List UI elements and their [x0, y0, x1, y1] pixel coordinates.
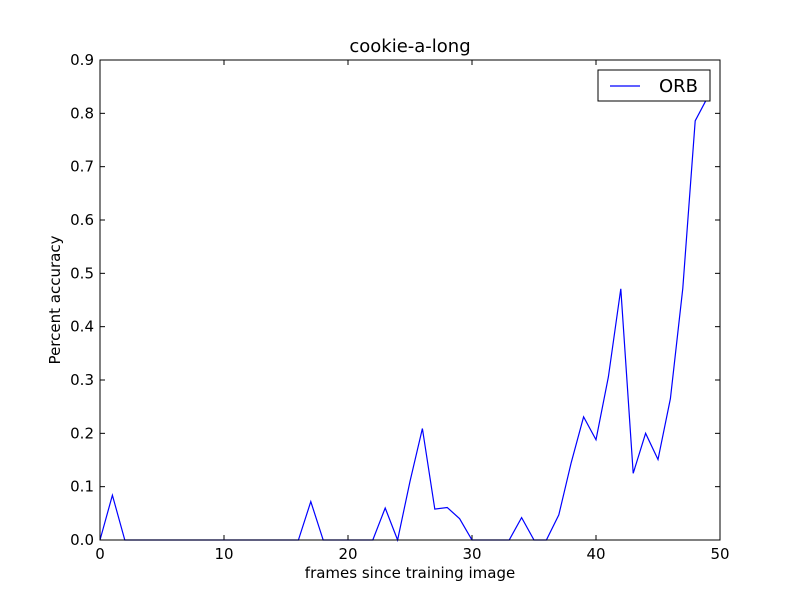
axis-ticks: 0 10 20 30 40 50 0.0 0.1 0.2 0.3 0.4 0.5 0.6 0.7 0.8 0.… — [70, 51, 729, 563]
y-tick-label: 0.7 — [70, 158, 94, 176]
legend-label-orb: ORB — [659, 76, 698, 97]
y-tick-label: 0.8 — [70, 104, 94, 122]
x-tick-label: 40 — [586, 545, 605, 563]
x-tick-label: 0 — [95, 545, 105, 563]
plot-area — [100, 60, 720, 540]
y-tick-label: 0.9 — [70, 51, 94, 69]
y-axis-title: Percent accuracy — [46, 235, 64, 364]
y-tick-label: 0.3 — [70, 371, 94, 389]
y-tick-label: 0.6 — [70, 211, 94, 229]
x-tick-label: 10 — [214, 545, 233, 563]
plot-frame — [99, 59, 721, 541]
y-tick-label: 0.1 — [70, 478, 94, 496]
y-tick-label: 0.5 — [70, 264, 94, 282]
plot-background — [100, 60, 720, 540]
x-tick-label: 30 — [462, 545, 481, 563]
y-tick-label: 0.4 — [70, 318, 94, 336]
y-tick-label: 0.0 — [70, 531, 94, 549]
chart-title: cookie-a-long — [349, 36, 470, 57]
x-axis-title: frames since training image — [305, 564, 515, 582]
x-tick-label: 50 — [710, 545, 729, 563]
legend: ORB — [597, 69, 711, 102]
y-tick-label: 0.2 — [70, 424, 94, 442]
x-tick-label: 20 — [338, 545, 357, 563]
